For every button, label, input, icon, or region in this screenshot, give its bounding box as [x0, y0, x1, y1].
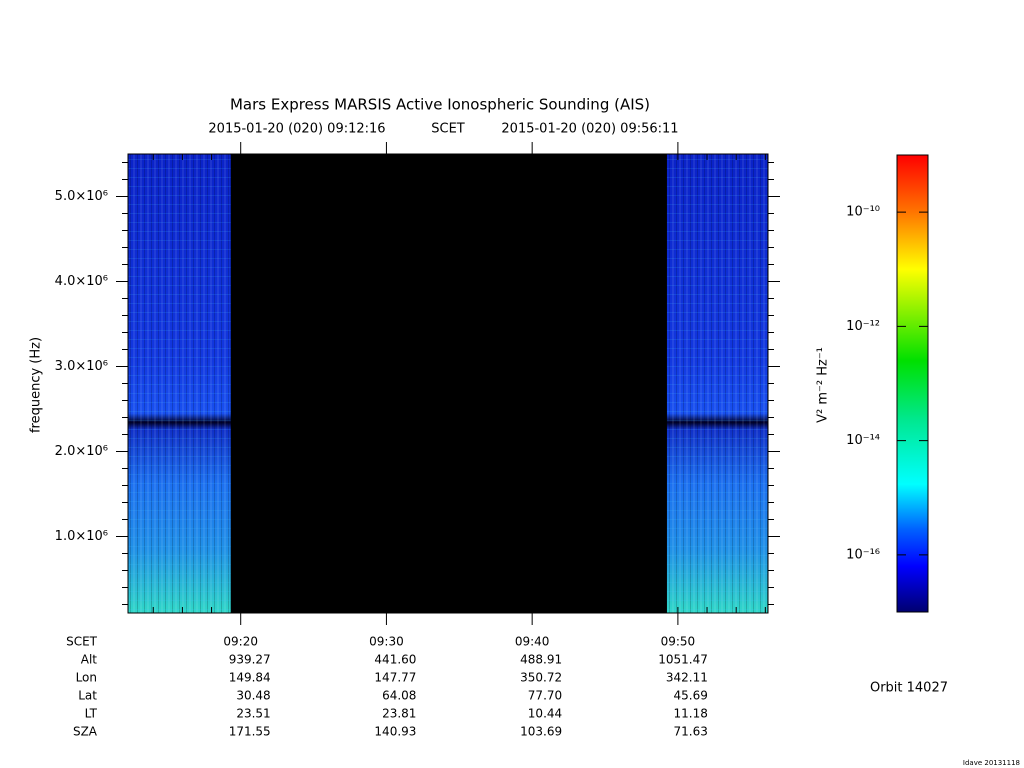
ephemeris-value: 488.91 [520, 653, 562, 667]
colorbar [896, 154, 929, 613]
footer: Idave 20131118 [963, 759, 1020, 767]
ephemeris-value: 77.70 [528, 689, 562, 703]
y-tick-label: 3.0×10⁶ [55, 359, 108, 374]
y-tick-label: 2.0×10⁶ [55, 444, 108, 459]
colorbar-tick-label: 10⁻¹⁶ [846, 547, 880, 562]
x-tick-label: 09:40 [515, 635, 550, 649]
ephemeris-value: 171.55 [229, 725, 271, 739]
ephemeris-label: Lon [76, 671, 97, 685]
chart-title: Mars Express MARSIS Active Ionospheric S… [230, 96, 650, 114]
y-tick-label: 4.0×10⁶ [55, 274, 108, 289]
time-system: SCET [431, 122, 465, 137]
sounding-texture [666, 154, 768, 613]
ephemeris-value: 149.84 [229, 671, 271, 685]
plot-area [128, 154, 768, 613]
ephemeris-value: 441.60 [374, 653, 416, 667]
ephemeris-label: SZA [73, 725, 98, 739]
colorbar-tick-label: 10⁻¹⁰ [846, 205, 880, 220]
colorbar-tick-label: 10⁻¹² [846, 319, 880, 334]
y-axis-label: frequency (Hz) [29, 337, 44, 433]
ephemeris-value: 10.44 [528, 707, 562, 721]
x-tick-label: 09:30 [369, 635, 404, 649]
sounding-texture [128, 154, 231, 613]
ephemeris-value: 45.69 [674, 689, 708, 703]
y-tick-label: 1.0×10⁶ [55, 529, 108, 544]
start-time: 2015-01-20 (020) 09:12:16 [208, 122, 385, 137]
x-tick-label: 09:20 [223, 635, 258, 649]
ephemeris-value: 23.81 [382, 707, 416, 721]
end-time: 2015-01-20 (020) 09:56:11 [501, 122, 678, 137]
ephemeris-value: 30.48 [236, 689, 270, 703]
orbit: Orbit 14027 [870, 681, 948, 696]
ephemeris-label: Lat [78, 689, 97, 703]
ephemeris-value: 71.63 [674, 725, 708, 739]
ephemeris-label: Alt [81, 653, 98, 667]
ephemeris-value: 939.27 [229, 653, 271, 667]
colorbar-tick-label: 10⁻¹⁴ [846, 433, 880, 448]
ephemeris-value: 350.72 [520, 671, 562, 685]
ephemeris-value: 11.18 [674, 707, 708, 721]
ephemeris-label: SCET [66, 635, 98, 649]
ephemeris-label: LT [85, 707, 98, 721]
colorbar-label: V² m⁻² Hz⁻¹ [816, 347, 831, 423]
y-tick-label: 5.0×10⁶ [55, 189, 108, 204]
ephemeris-value: 1051.47 [658, 653, 708, 667]
ephemeris-value: 103.69 [520, 725, 562, 739]
ephemeris-value: 140.93 [374, 725, 416, 739]
ephemeris-value: 342.11 [666, 671, 708, 685]
x-tick-label: 09:50 [661, 635, 696, 649]
ephemeris-value: 147.77 [374, 671, 416, 685]
ephemeris-value: 23.51 [236, 707, 270, 721]
ephemeris-value: 64.08 [382, 689, 416, 703]
